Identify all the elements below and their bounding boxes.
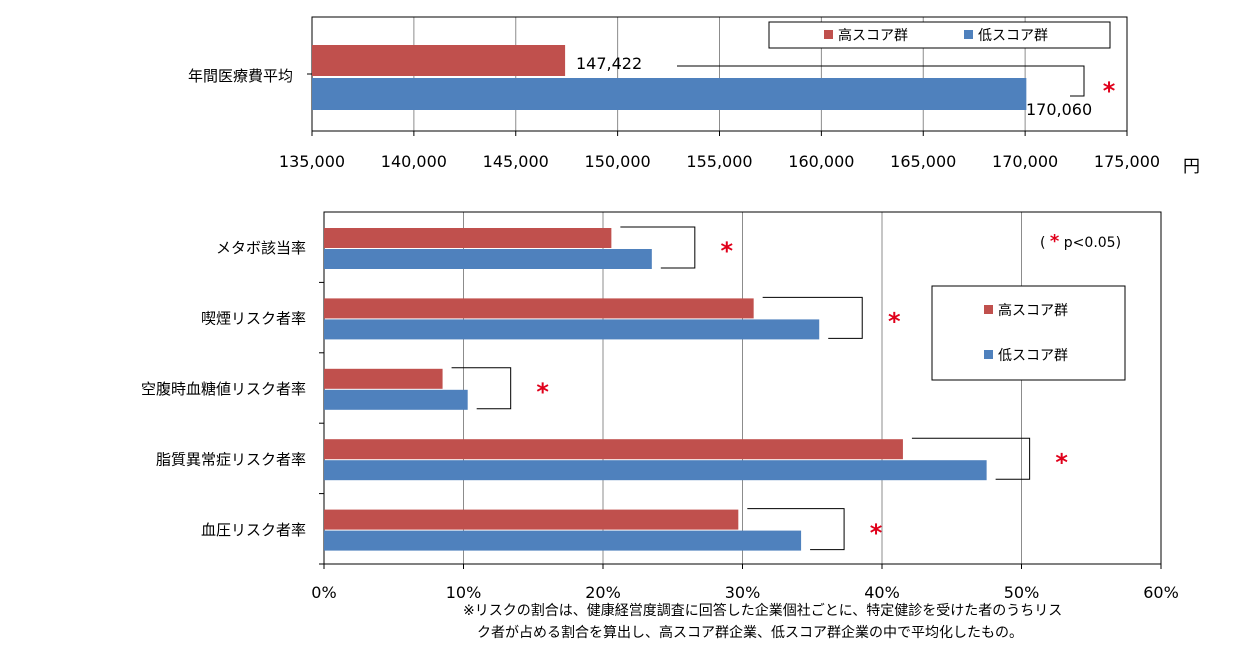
bar-high-score: [324, 228, 612, 248]
bar-high-score: [324, 509, 739, 530]
legend-label-low: 低スコア群: [998, 348, 1068, 364]
category-label: 脂質異常症リスク者率: [156, 450, 306, 468]
x-axis-unit: 円: [1183, 157, 1200, 177]
legend-box: [768, 21, 1111, 49]
x-tick-label: 50%: [1004, 583, 1040, 602]
legend-label-low: 低スコア群: [978, 28, 1048, 44]
category-label: 空腹時血糖値リスク者率: [141, 380, 306, 398]
significance-bracket: [677, 65, 1085, 97]
significance-marker: *: [536, 378, 549, 406]
significance-marker: *: [870, 519, 883, 547]
x-tick-label: 150,000: [585, 152, 651, 171]
x-tick-label: 10%: [446, 583, 482, 602]
footnote-line-2: ク者が占める割合を算出し、高スコア群企業、低スコア群企業の中で平均化したもの。: [477, 625, 1023, 641]
x-tick-label: 160,000: [788, 152, 854, 171]
x-tick-label: 155,000: [686, 152, 752, 171]
legend-swatch-high: [824, 30, 833, 39]
x-tick-label: 140,000: [381, 152, 447, 171]
bar-high-score: [324, 298, 754, 319]
x-tick-label: 175,000: [1094, 152, 1160, 171]
x-tick-label: 0%: [311, 583, 336, 602]
legend-label-high: 高スコア群: [998, 302, 1068, 319]
value-label-high: 147,422: [576, 54, 642, 73]
legend-box: [931, 285, 1126, 381]
bar-high-score: [324, 439, 903, 460]
x-tick-label: 60%: [1143, 583, 1179, 602]
category-label: 血圧リスク者率: [201, 521, 306, 539]
bar-low-score: [312, 78, 1027, 110]
medical-cost-chart: 135,000 140,000 145,000 150,000 155,000 160,0…: [188, 16, 1200, 177]
bar-high-score: [324, 368, 443, 389]
significance-bracket: [911, 437, 1031, 480]
category-label: メタボ該当率: [216, 239, 306, 257]
x-tick-label: 20%: [585, 583, 621, 602]
bar-low-score: [324, 319, 820, 340]
x-tick-label: 30%: [725, 583, 761, 602]
significance-bracket: [620, 226, 696, 269]
x-tick-label: 170,000: [992, 152, 1058, 171]
p-value-note-star: *: [1050, 231, 1060, 252]
significance-marker: *: [1103, 77, 1116, 105]
value-label-low: 170,060: [1026, 100, 1092, 119]
significance-bracket: [451, 367, 512, 410]
bar-low-score: [324, 460, 987, 481]
category-label: 喫煙リスク者率: [201, 310, 306, 328]
bar-low-score: [324, 249, 652, 269]
p-value-note-open: (: [1040, 235, 1050, 251]
p-value-note-text: p<0.05): [1059, 235, 1121, 251]
legend-swatch-low: [964, 30, 973, 39]
legend-label-high: 高スコア群: [838, 27, 908, 44]
significance-bracket: [747, 508, 845, 551]
bar-high-score: [312, 45, 566, 76]
category-label: 年間医療費平均: [188, 67, 293, 85]
risk-rate-chart: 0% 10% 20% 30% 40% 50% 60% メタボ該当率 * 喫煙リスク者率 * 空腹時血糖…: [141, 211, 1179, 602]
significance-marker: *: [888, 308, 901, 336]
legend-swatch-high: [984, 305, 993, 314]
significance-marker: *: [1055, 448, 1068, 476]
bar-low-score: [324, 389, 468, 410]
x-tick-label: 165,000: [890, 152, 956, 171]
footnote-line-1: ※リスクの割合は、健康経営度調査に回答した企業個社ごとに、特定健診を受けた者のう…: [463, 603, 1063, 619]
legend-swatch-low: [984, 350, 993, 359]
bar-low-score: [324, 530, 802, 551]
p-value-note: ( * p<0.05): [1040, 231, 1121, 252]
significance-bracket: [762, 296, 863, 339]
x-tick-label: 40%: [864, 583, 900, 602]
x-tick-label: 135,000: [279, 152, 345, 171]
footnote: ※リスクの割合は、健康経営度調査に回答した企業個社ごとに、特定健診を受けた者のう…: [463, 600, 1163, 644]
significance-marker: *: [721, 237, 734, 265]
x-tick-label: 145,000: [483, 152, 549, 171]
